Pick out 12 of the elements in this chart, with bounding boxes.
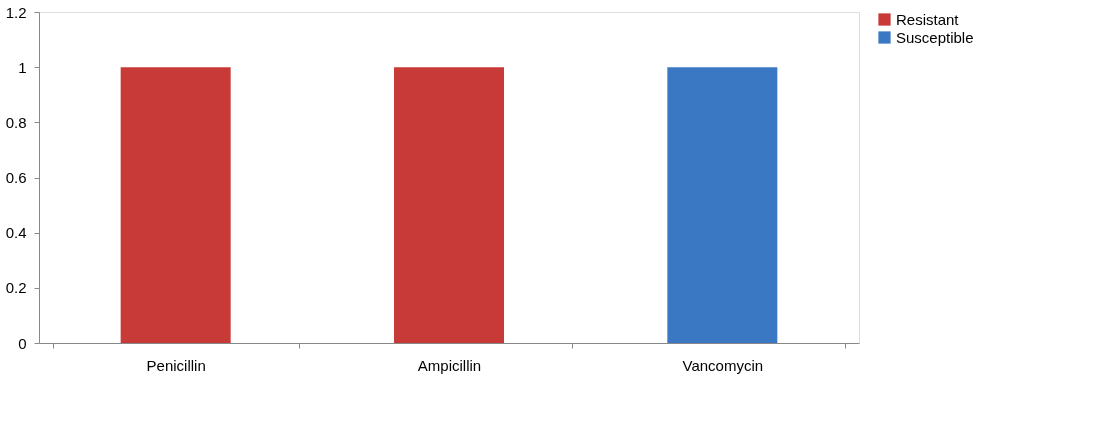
y-tick-label: 0.2	[5, 279, 27, 297]
y-tick-label: 0	[18, 334, 27, 352]
y-tick-label: 1	[18, 58, 27, 76]
legend-label: Susceptible	[896, 28, 974, 46]
x-tick-label: Penicillin	[146, 356, 206, 374]
x-tick-label: Vancomycin	[682, 356, 764, 374]
y-tick-label: 0.8	[5, 113, 27, 131]
y-tick-label: 1.2	[5, 3, 27, 21]
y-tick-label: 0.4	[5, 224, 27, 242]
legend-label: Resistant	[896, 10, 960, 28]
y-tick-label: 0.6	[5, 169, 27, 186]
x-tick-label: Ampicillin	[417, 356, 482, 374]
